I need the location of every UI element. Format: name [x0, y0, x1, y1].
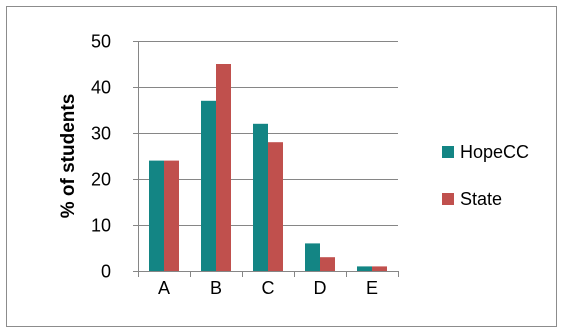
y-tick-labels: 0 10 20 30 40 50: [91, 32, 111, 282]
x-tick-label: D: [314, 278, 327, 298]
bar-state-c: [268, 142, 283, 271]
x-tick-label: E: [366, 278, 378, 298]
legend: HopeCC State: [442, 142, 529, 209]
bar-hopecc-b: [201, 100, 216, 271]
y-tick-label: 20: [91, 170, 111, 190]
bar-hopecc-e: [357, 266, 372, 271]
y-tick-label: 10: [91, 216, 111, 236]
bar-state-b: [216, 64, 231, 271]
bar-state-a: [164, 160, 179, 271]
x-tick-label: C: [262, 278, 275, 298]
axes: [133, 41, 399, 277]
bar-state-d: [320, 257, 335, 271]
legend-swatch-state: [442, 193, 454, 205]
legend-label-state: State: [460, 189, 502, 209]
bars: [149, 64, 387, 271]
bar-state-e: [372, 266, 387, 271]
bar-hopecc-c: [253, 123, 268, 271]
legend-swatch-hopecc: [442, 146, 454, 158]
bar-hopecc-a: [149, 160, 164, 271]
x-tick-label: B: [210, 278, 222, 298]
y-tick-label: 0: [101, 262, 111, 282]
legend-label-hopecc: HopeCC: [460, 142, 529, 162]
bar-hopecc-d: [305, 243, 320, 271]
x-tick-labels: A B C D E: [158, 278, 378, 298]
x-tick-label: A: [158, 278, 170, 298]
y-tick-label: 40: [91, 78, 111, 98]
y-tick-label: 30: [91, 124, 111, 144]
y-axis-title: % of students: [58, 94, 79, 219]
y-tick-label: 50: [91, 32, 111, 52]
